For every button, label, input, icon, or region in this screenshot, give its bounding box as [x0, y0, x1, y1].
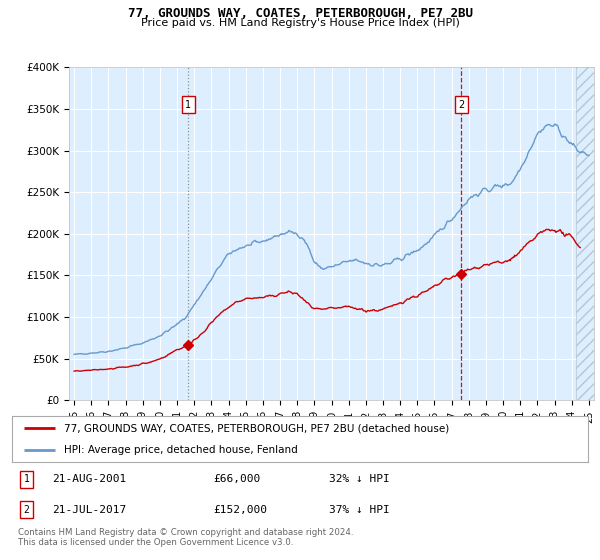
Text: 2: 2 — [23, 505, 29, 515]
Text: 21-JUL-2017: 21-JUL-2017 — [52, 505, 127, 515]
Text: 77, GROUNDS WAY, COATES, PETERBOROUGH, PE7 2BU (detached house): 77, GROUNDS WAY, COATES, PETERBOROUGH, P… — [64, 423, 449, 433]
Text: £152,000: £152,000 — [214, 505, 268, 515]
Text: 32% ↓ HPI: 32% ↓ HPI — [329, 474, 389, 484]
Text: Contains HM Land Registry data © Crown copyright and database right 2024.
This d: Contains HM Land Registry data © Crown c… — [18, 528, 353, 547]
Text: 1: 1 — [185, 100, 191, 110]
Text: 1: 1 — [23, 474, 29, 484]
Text: 77, GROUNDS WAY, COATES, PETERBOROUGH, PE7 2BU: 77, GROUNDS WAY, COATES, PETERBOROUGH, P… — [128, 7, 473, 20]
Text: Price paid vs. HM Land Registry's House Price Index (HPI): Price paid vs. HM Land Registry's House … — [140, 18, 460, 28]
Text: 21-AUG-2001: 21-AUG-2001 — [52, 474, 127, 484]
Text: £66,000: £66,000 — [214, 474, 261, 484]
Text: 2: 2 — [458, 100, 464, 110]
Text: 37% ↓ HPI: 37% ↓ HPI — [329, 505, 389, 515]
Text: HPI: Average price, detached house, Fenland: HPI: Average price, detached house, Fenl… — [64, 445, 298, 455]
